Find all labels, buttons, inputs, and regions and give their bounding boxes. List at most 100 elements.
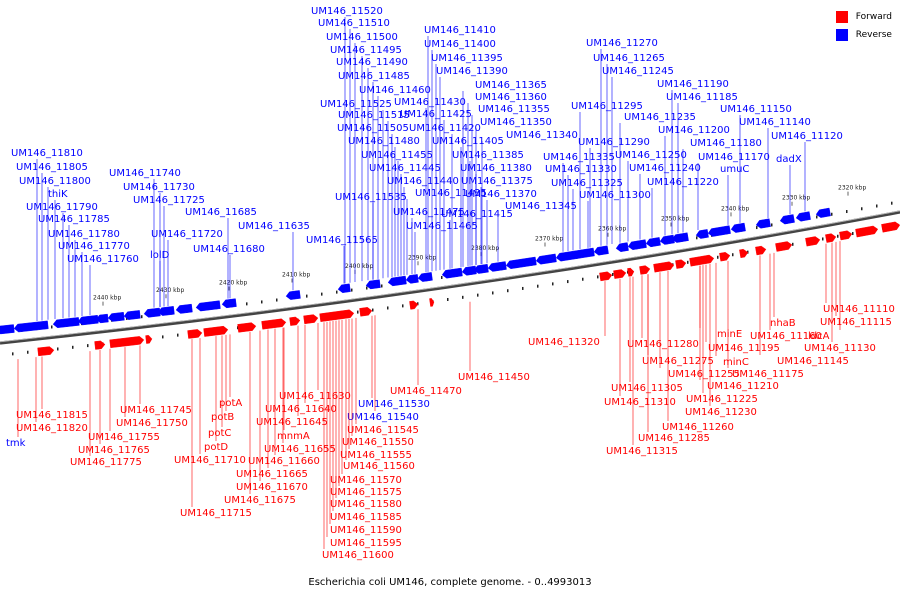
reverse-gene-label: UM146_11535: [335, 192, 407, 203]
forward-gene-27[interactable]: [839, 230, 853, 241]
forward-gene-6[interactable]: [237, 322, 257, 333]
forward-gene-label: UM146_11310: [604, 397, 676, 408]
reverse-gene-34[interactable]: [717, 225, 731, 236]
forward-gene-13[interactable]: [429, 298, 435, 307]
reverse-gene-32[interactable]: [695, 229, 709, 239]
forward-gene-12[interactable]: [409, 300, 419, 310]
reverse-gene-7[interactable]: [143, 307, 161, 318]
reverse-gene-4[interactable]: [95, 313, 109, 324]
reverse-gene-9[interactable]: [175, 303, 193, 314]
reverse-gene-5[interactable]: [107, 311, 125, 322]
kbp-tick-label: 2420 kbp: [219, 280, 247, 287]
reverse-gene-label: UM146_11530: [358, 399, 430, 410]
forward-gene-label: ldcA: [808, 331, 830, 342]
reverse-gene-10[interactable]: [195, 300, 221, 312]
gene-arrow-shape: [695, 229, 709, 239]
reverse-gene-label: UM146_11475: [393, 207, 465, 218]
reverse-gene-13[interactable]: [337, 283, 351, 294]
gene-arrow-shape: [187, 329, 203, 339]
forward-gene-8[interactable]: [289, 316, 301, 326]
forward-gene-15[interactable]: [613, 269, 627, 279]
reverse-gene-label: UM146_11810: [11, 148, 83, 159]
forward-gene-10[interactable]: [319, 309, 355, 322]
forward-gene-26[interactable]: [825, 233, 837, 243]
forward-gene-21[interactable]: [719, 252, 731, 262]
gene-arrow-shape: [175, 303, 193, 314]
forward-gene-2[interactable]: [109, 336, 145, 349]
forward-gene-1[interactable]: [94, 340, 106, 350]
forward-gene-label: UM146_11665: [236, 469, 308, 480]
reverse-gene-21[interactable]: [487, 261, 507, 273]
reverse-gene-label: UM146_11295: [571, 101, 643, 112]
reverse-gene-17[interactable]: [417, 272, 433, 282]
reverse-gene-12[interactable]: [285, 290, 301, 300]
reverse-gene-37[interactable]: [779, 214, 795, 225]
reverse-gene-19[interactable]: [461, 265, 477, 276]
reverse-gene-16[interactable]: [405, 274, 419, 284]
reverse-gene-18[interactable]: [441, 267, 463, 279]
reverse-gene-label: UM146_11520: [311, 6, 383, 17]
minor-tick: [816, 215, 818, 219]
reverse-gene-label: UM146_11785: [38, 214, 110, 225]
forward-gene-16[interactable]: [627, 267, 635, 277]
forward-gene-0[interactable]: [37, 346, 55, 357]
reverse-gene-20[interactable]: [473, 263, 489, 274]
reverse-gene-30[interactable]: [659, 234, 675, 245]
forward-gene-label: UM146_11755: [88, 432, 160, 443]
reverse-gene-2[interactable]: [52, 317, 80, 328]
forward-gene-3[interactable]: [145, 335, 153, 344]
forward-gene-label: UM146_11815: [16, 410, 88, 421]
reverse-gene-11[interactable]: [221, 298, 237, 309]
forward-gene-20[interactable]: [689, 254, 715, 267]
gene-arrow-shape: [779, 214, 795, 225]
reverse-gene-38[interactable]: [795, 211, 811, 222]
forward-gene-24[interactable]: [775, 241, 793, 252]
gene-arrow-shape: [94, 340, 106, 350]
reverse-gene-33[interactable]: [707, 226, 723, 237]
reverse-gene-label: UM146_11445: [369, 163, 441, 174]
reverse-gene-35[interactable]: [730, 222, 746, 233]
gene-arrow-shape: [157, 306, 175, 316]
gene-arrow-shape: [881, 221, 900, 233]
reverse-gene-1[interactable]: [13, 320, 49, 333]
reverse-gene-26[interactable]: [593, 245, 609, 256]
forward-gene-19[interactable]: [675, 259, 687, 269]
reverse-gene-25[interactable]: [575, 247, 595, 259]
forward-gene-4[interactable]: [187, 329, 203, 339]
forward-gene-22[interactable]: [739, 248, 749, 258]
reverse-gene-36[interactable]: [755, 218, 771, 229]
gene-arrow-shape: [707, 226, 723, 237]
minor-tick: [237, 326, 239, 330]
reverse-gene-29[interactable]: [645, 237, 661, 248]
reverse-gene-27[interactable]: [615, 242, 629, 253]
forward-gene-label: UM146_11715: [180, 508, 252, 519]
gene-arrow-shape: [429, 298, 435, 307]
forward-gene-14[interactable]: [599, 271, 613, 282]
reverse-gene-15[interactable]: [387, 275, 407, 287]
reverse-gene-6[interactable]: [123, 310, 141, 320]
reverse-gene-label: UM146_11270: [586, 38, 658, 49]
forward-gene-23[interactable]: [755, 245, 767, 256]
reverse-gene-23[interactable]: [535, 253, 557, 265]
reverse-gene-39[interactable]: [815, 207, 831, 218]
reverse-gene-22[interactable]: [505, 256, 537, 270]
forward-gene-5[interactable]: [203, 325, 229, 337]
forward-gene-11[interactable]: [359, 307, 373, 317]
reverse-gene-8[interactable]: [157, 306, 175, 316]
reverse-gene-14[interactable]: [365, 279, 381, 290]
reverse-gene-label: tmk: [6, 438, 26, 449]
forward-gene-label: UM146_11230: [685, 407, 757, 418]
reverse-gene-31[interactable]: [671, 232, 689, 244]
reverse-gene-24[interactable]: [555, 249, 581, 262]
forward-gene-18[interactable]: [653, 261, 675, 273]
forward-gene-17[interactable]: [639, 265, 651, 275]
forward-gene-9[interactable]: [303, 314, 319, 325]
reverse-gene-0[interactable]: [0, 324, 15, 335]
forward-gene-25[interactable]: [805, 236, 821, 247]
forward-gene-29[interactable]: [881, 221, 900, 233]
reverse-gene-3[interactable]: [77, 315, 99, 326]
forward-gene-7[interactable]: [261, 318, 287, 330]
forward-gene-28[interactable]: [855, 225, 879, 238]
forward-gene-label: UM146_11320: [528, 337, 600, 348]
reverse-gene-28[interactable]: [627, 239, 647, 251]
